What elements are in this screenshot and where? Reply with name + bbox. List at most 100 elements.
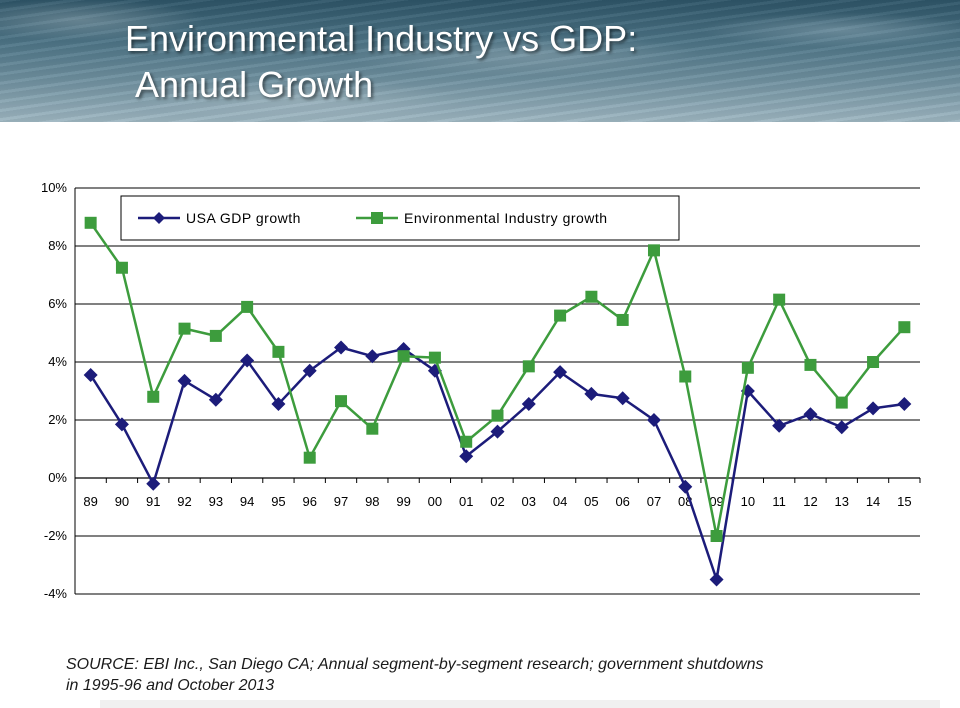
legend-env-marker [371,212,383,224]
gdp-point [709,572,724,587]
x-tick-label: 93 [209,494,223,509]
source-note: SOURCE: EBI Inc., San Diego CA; Annual s… [66,654,764,696]
series-line-environmental [89,222,906,538]
environmental-point [898,321,911,334]
gdp-point [334,340,349,355]
gdp-point [240,353,255,368]
environmental-point [616,313,629,326]
gdp-point [459,449,474,464]
x-tick-label: 13 [835,494,849,509]
gdp-point [866,401,881,416]
source-line-1: SOURCE: EBI Inc., San Diego CA; Annual s… [66,656,764,673]
x-tick-label: 15 [897,494,911,509]
legend-box [120,195,680,241]
x-tick-label: 11 [772,494,786,509]
environmental-point [272,345,285,358]
gdp-point [271,397,286,412]
x-tick-label: 99 [396,494,410,509]
environmental-point [178,322,191,335]
legend-gdp-marker [153,212,165,224]
gdp-point [646,413,661,427]
x-tick-label: 90 [115,494,129,509]
title-line-1: Environmental Industry vs GDP: [125,18,638,59]
environmental-point [741,361,754,374]
x-tick-label: 12 [803,494,817,509]
gdp-point [615,391,630,406]
environmental-point [397,350,410,363]
legend-gdp-label: USA GDP growth [186,210,301,226]
x-tick-label: 01 [459,494,473,509]
environmental-point [335,395,348,408]
gdp-point [834,420,849,435]
x-tick-label: 10 [741,494,755,509]
environmental-point [491,409,504,422]
legend: USA GDP growth Environmental Industry gr… [120,195,680,241]
x-tick-label: 04 [553,494,567,509]
footer-strip [100,700,940,708]
environmental-point [647,244,660,257]
environmental-point [115,261,128,274]
environmental-point [585,290,598,303]
gdp-point [146,476,161,491]
environmental-point [241,300,254,313]
line-chart: 10% 8% 6% 4% 2% 0% -2% -4% 89 90 91 92 93 94 95 96 97 98… [41,180,921,601]
x-tick-label: 09 [709,494,723,509]
x-tick-label: 03 [522,494,536,509]
environmental-point [804,358,817,371]
gdp-point [177,373,192,388]
x-tick-label: 94 [240,494,254,509]
y-tick-label: -4% [44,586,68,601]
x-tick-label: 07 [647,494,661,509]
title-line-2: Annual Growth [135,64,374,105]
gdp-point [803,407,818,422]
environmental-point [710,530,723,542]
x-tick-label: 06 [615,494,629,509]
y-tick-label: 6% [48,296,67,311]
x-tick-label: 00 [428,494,442,509]
gdp-point [83,368,98,383]
y-tick-label: 2% [48,412,67,427]
environmental-point [428,351,441,364]
series-group [83,216,912,587]
gdp-point [521,397,536,412]
environmental-point [679,370,692,383]
x-tick-label: 14 [866,494,880,509]
environmental-point [460,435,473,448]
slide-title: Environmental Industry vs GDP: Annual Gr… [125,16,637,108]
gdp-point [208,392,223,407]
x-tick-label: 91 [146,494,160,509]
x-tick-label: 96 [302,494,316,509]
environmental-point [366,422,379,435]
gdp-point [302,363,317,378]
x-tick-label: 05 [584,494,598,509]
environmental-point [554,309,567,322]
environmental-point [522,360,535,373]
environmental-point [303,451,316,464]
legend-env-label: Environmental Industry growth [404,210,608,226]
y-tick-label: 10% [41,180,67,195]
x-tick-label: 89 [83,494,97,509]
environmental-point [835,396,848,409]
series-line-gdp [89,346,905,581]
x-tick-label: 98 [365,494,379,509]
y-tick-label: 0% [48,470,67,485]
gdp-point [490,424,505,439]
source-line-2: in 1995-96 and October 2013 [66,677,275,694]
x-tick-label: 02 [490,494,504,509]
gdp-point [114,417,129,432]
gdp-point [897,397,912,412]
gdp-point [553,365,568,380]
x-tick-label: 97 [334,494,348,509]
y-tick-label: -2% [44,528,68,543]
gdp-point [396,341,411,356]
environmental-point [773,293,786,306]
y-axis-ticks: 10% 8% 6% 4% 2% 0% -2% -4% [41,180,67,601]
x-axis-ticks: 89 90 91 92 93 94 95 96 97 98 99 00 01 02 03 04 05 06 07 08… [74,478,921,509]
environmental-point [867,356,880,368]
environmental-point [84,216,97,229]
header-banner: Environmental Industry vs GDP: Annual Gr… [0,0,960,122]
gdp-point [772,418,787,433]
gdp-point [584,386,599,401]
y-tick-label: 4% [48,354,67,369]
environmental-point [209,329,222,342]
